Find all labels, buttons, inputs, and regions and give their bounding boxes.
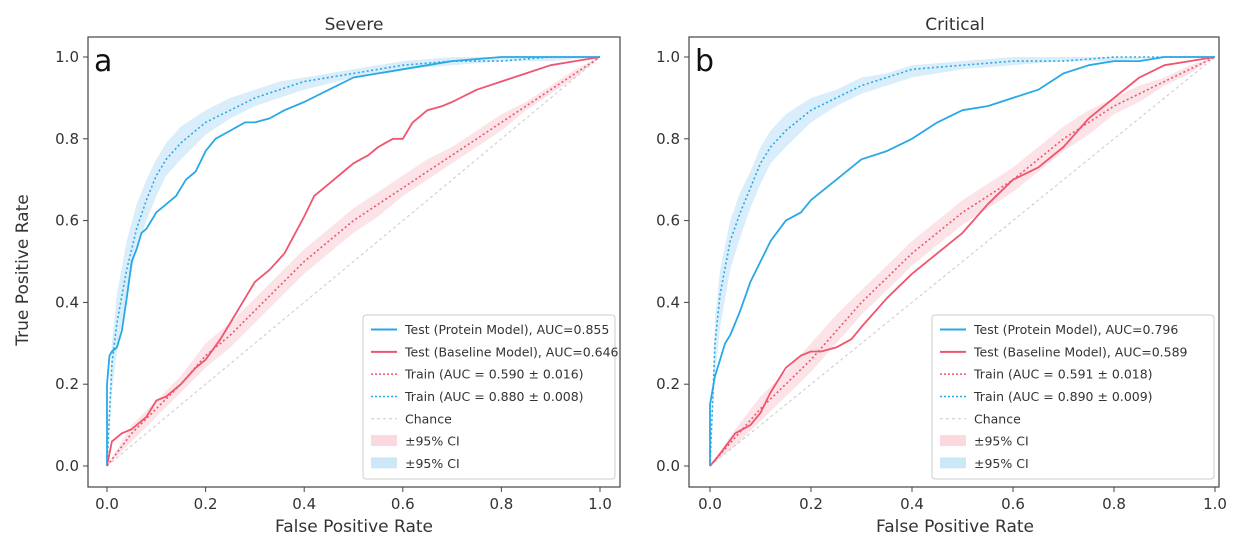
axis-ticks: 0.0 0.2 0.4 0.6 0.8 1.0 0.0 0.2 0.4 0.6 0.8 1.0 bbox=[55, 48, 612, 513]
y-tick-label: 0.2 bbox=[55, 375, 79, 393]
legend-label: Test (Protein Model), AUC=0.855 bbox=[404, 322, 609, 337]
plot-area bbox=[709, 56, 1216, 467]
x-tick-label: 0.8 bbox=[1102, 495, 1126, 513]
plot-frame bbox=[87, 36, 621, 488]
y-tick-label: 0.0 bbox=[55, 457, 79, 475]
y-axis-label: True Positive Rate bbox=[13, 194, 33, 346]
x-axis-label: False Positive Rate bbox=[275, 517, 433, 537]
series-line-1 bbox=[106, 56, 601, 467]
x-axis-label: False Positive Rate bbox=[876, 517, 1034, 537]
y-tick-label: 1.0 bbox=[55, 48, 79, 66]
legend-label: Test (Baseline Model), AUC=0.646 bbox=[404, 344, 619, 359]
series-line-3 bbox=[709, 56, 1215, 467]
y-tick-label: 0.6 bbox=[656, 212, 680, 230]
y-tick-label: 0.6 bbox=[55, 212, 79, 230]
y-tick-label: 0.8 bbox=[55, 130, 79, 148]
series-line-0 bbox=[709, 56, 1215, 466]
x-tick-label: 0.4 bbox=[900, 495, 924, 513]
legend-label: Test (Protein Model), AUC=0.796 bbox=[973, 322, 1178, 337]
legend-label: Test (Baseline Model), AUC=0.589 bbox=[973, 344, 1188, 359]
y-tick-label: 0.4 bbox=[55, 293, 79, 311]
legend-label: ±95% CI bbox=[974, 456, 1029, 471]
legend-label: Train (AUC = 0.591 ± 0.018) bbox=[973, 367, 1153, 382]
series-line-1 bbox=[709, 56, 1216, 467]
panel-letter: b bbox=[695, 44, 714, 79]
legend-label: Chance bbox=[974, 411, 1021, 426]
legend-label: ±95% CI bbox=[405, 456, 460, 471]
legend-label: Train (AUC = 0.890 ± 0.009) bbox=[973, 389, 1153, 404]
x-tick-label: 0.6 bbox=[1001, 495, 1025, 513]
chart-title: Critical bbox=[925, 15, 984, 35]
panel-letter: a bbox=[94, 44, 112, 79]
plot-area bbox=[106, 56, 601, 467]
axis-ticks: 0.0 0.2 0.4 0.6 0.8 1.0 0.0 0.2 0.4 0.6 0.8 1.0 bbox=[656, 48, 1227, 513]
panel-severe: Severe True Positive Rate False Positive… bbox=[13, 15, 621, 537]
legend: Test (Protein Model), AUC=0.855 Test (Bas… bbox=[362, 314, 619, 480]
series-line-2 bbox=[709, 56, 1216, 467]
legend-box bbox=[931, 314, 1215, 480]
x-tick-label: 0.0 bbox=[95, 495, 119, 513]
x-tick-label: 0.4 bbox=[292, 495, 316, 513]
legend-swatch bbox=[371, 435, 397, 447]
x-tick-label: 1.0 bbox=[588, 495, 612, 513]
legend-label: Train (AUC = 0.880 ± 0.008) bbox=[404, 389, 584, 404]
plot-frame bbox=[688, 36, 1220, 488]
x-tick-label: 0.0 bbox=[698, 495, 722, 513]
legend-box bbox=[362, 314, 616, 480]
y-tick-label: 0.8 bbox=[656, 130, 680, 148]
y-tick-label: 1.0 bbox=[656, 48, 680, 66]
y-tick-label: 0.2 bbox=[656, 375, 680, 393]
x-tick-label: 0.8 bbox=[489, 495, 513, 513]
legend-label: ±95% CI bbox=[974, 434, 1029, 449]
x-tick-label: 0.2 bbox=[799, 495, 823, 513]
legend-label: Chance bbox=[405, 411, 452, 426]
x-tick-label: 0.6 bbox=[391, 495, 415, 513]
legend-label: Train (AUC = 0.590 ± 0.016) bbox=[404, 367, 584, 382]
legend: Test (Protein Model), AUC=0.796 Test (Bas… bbox=[931, 314, 1215, 480]
legend-swatch bbox=[940, 457, 966, 469]
series-line-4 bbox=[106, 56, 601, 467]
legend-label: ±95% CI bbox=[405, 434, 460, 449]
legend-swatch bbox=[371, 457, 397, 469]
series-line-0 bbox=[106, 56, 600, 466]
panel-critical: Critical False Positive Rate 0.0 0.2 0.4 0.… bbox=[656, 15, 1227, 537]
y-tick-label: 0.0 bbox=[656, 457, 680, 475]
series-line-4 bbox=[709, 56, 1216, 467]
legend-swatch bbox=[940, 435, 966, 447]
x-tick-label: 0.2 bbox=[194, 495, 218, 513]
chart-title: Severe bbox=[325, 15, 384, 35]
y-tick-label: 0.4 bbox=[656, 293, 680, 311]
x-tick-label: 1.0 bbox=[1203, 495, 1227, 513]
